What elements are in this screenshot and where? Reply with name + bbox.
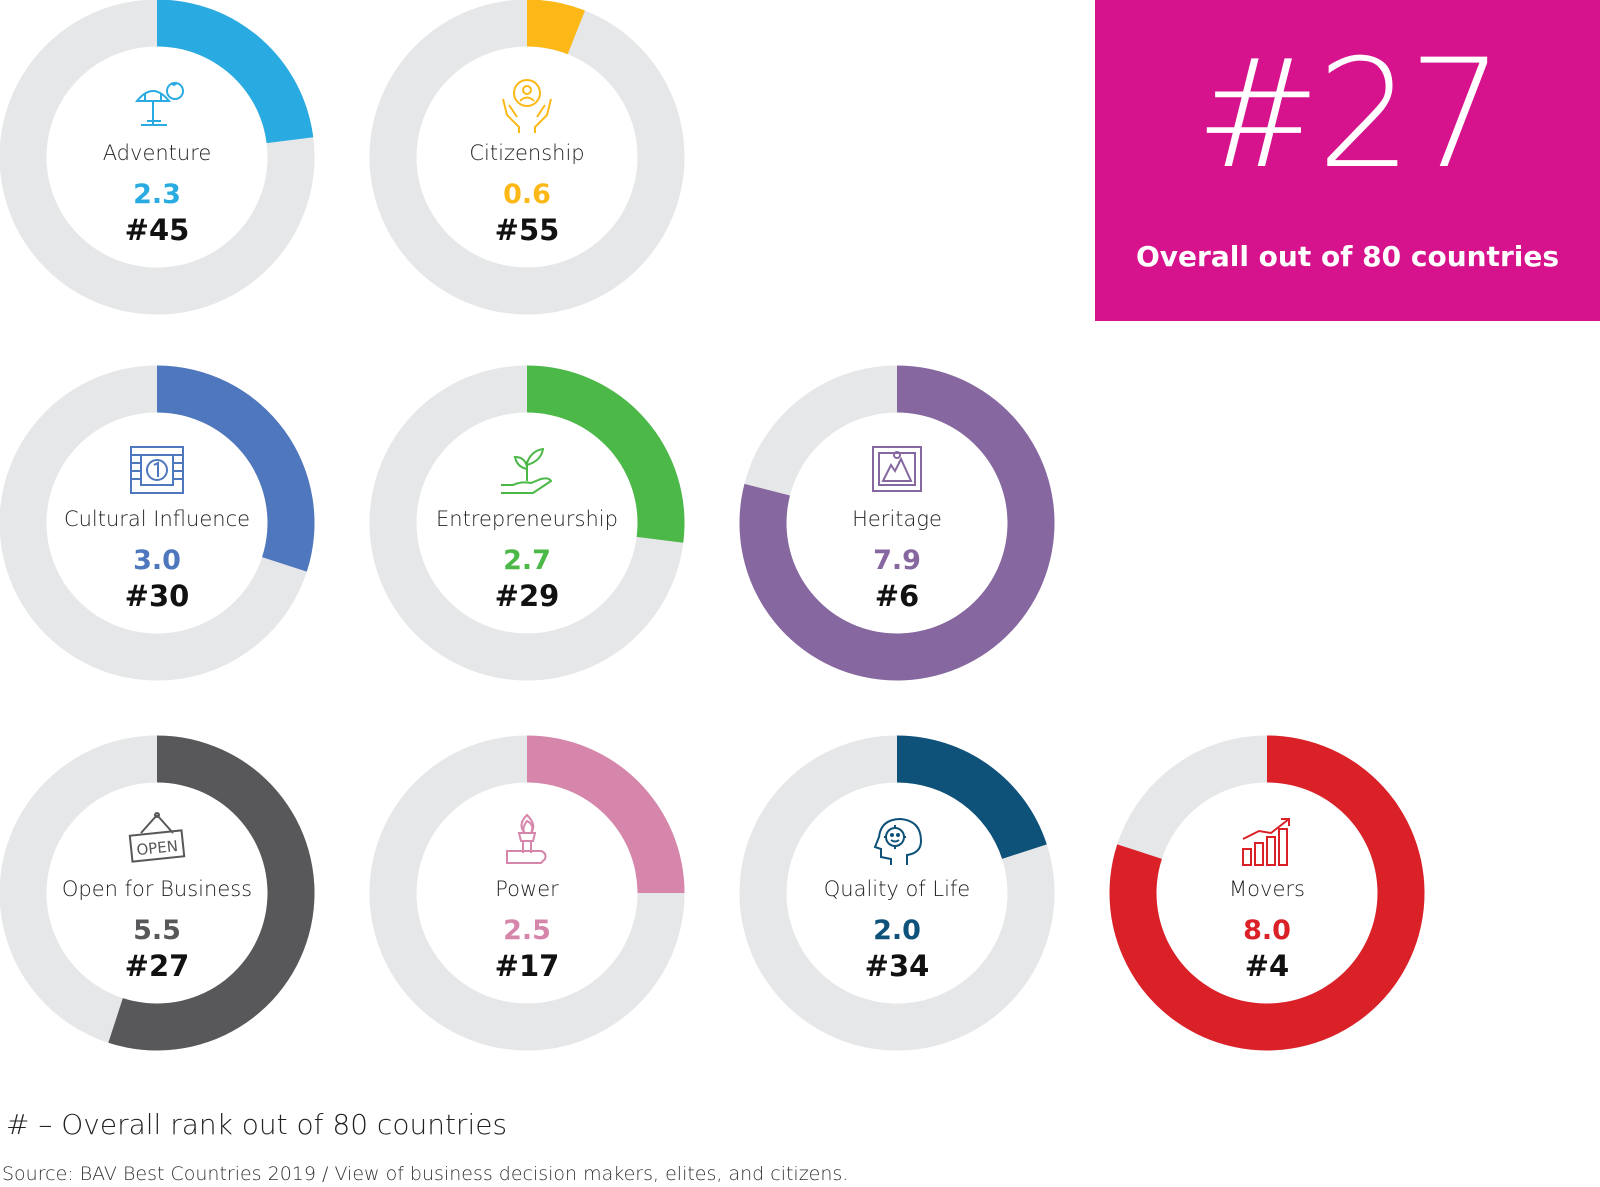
quality-of-life-label: Quality of Life — [823, 877, 971, 901]
torch-hand-icon — [506, 813, 547, 864]
cultural-influence-label: Cultural Influence — [63, 507, 251, 531]
power-score: 2.5 — [503, 915, 551, 946]
open-for-business-donut-arc — [108, 735, 315, 1051]
cultural-influence-score: 3.0 — [133, 545, 181, 576]
entrepreneurship-donut-arc — [527, 365, 685, 543]
overall-rank-value: #27 — [1195, 28, 1504, 202]
movers-score: 8.0 — [1243, 915, 1291, 946]
quality-of-life-donut-arc — [897, 735, 1047, 859]
adventure-score: 2.3 — [133, 179, 181, 210]
heritage-label: Heritage — [852, 507, 942, 531]
hands-person-icon — [502, 79, 552, 133]
open-for-business-label: Open for Business — [61, 877, 253, 901]
rising-bar-chart-icon — [1242, 818, 1290, 866]
monument-frame-icon — [872, 446, 922, 492]
power-rank: #17 — [494, 949, 560, 983]
entrepreneurship-score: 2.7 — [503, 545, 551, 576]
movers-label: Movers — [1229, 877, 1305, 901]
adventure-rank: #45 — [124, 213, 190, 247]
citizenship-rank: #55 — [494, 213, 560, 247]
citizenship-label: Citizenship — [469, 141, 585, 165]
movers-donut-arc — [1109, 735, 1425, 1051]
overall-rank-box: #27 Overall out of 80 countries — [1095, 0, 1600, 321]
hand-sprout-icon — [501, 447, 553, 494]
cultural-influence-donut-arc — [157, 365, 315, 572]
overall-rank-label: Overall out of 80 countries — [1135, 240, 1560, 273]
entrepreneurship-label: Entrepreneurship — [436, 507, 618, 531]
footnote: # – Overall rank out of 80 countries — [6, 1108, 508, 1141]
movers-rank: #4 — [1244, 949, 1290, 983]
entrepreneurship-rank: #29 — [494, 579, 560, 613]
adventure-label: Adventure — [102, 141, 212, 165]
heritage-donut-arc — [739, 365, 1055, 681]
heritage-rank: #6 — [874, 579, 920, 613]
power-donut-arc — [527, 735, 685, 893]
citizenship-donut-arc — [527, 0, 585, 55]
adventure-donut-arc — [157, 0, 314, 144]
cultural-influence-rank: #30 — [124, 579, 190, 613]
citizenship-score: 0.6 — [503, 179, 551, 210]
power-label: Power — [495, 877, 559, 901]
source-note: Source: BAV Best Countries 2019 / View o… — [2, 1163, 849, 1185]
open-sign-icon: OPEN — [128, 812, 186, 863]
heritage-score: 7.9 — [873, 545, 921, 576]
film-frame-icon — [130, 446, 184, 494]
beach-umbrella-icon — [134, 82, 184, 126]
quality-of-life-score: 2.0 — [873, 915, 921, 946]
smiling-head-icon — [873, 817, 923, 865]
open-for-business-rank: #27 — [124, 949, 190, 983]
svg-text:OPEN: OPEN — [136, 837, 179, 859]
quality-of-life-rank: #34 — [864, 949, 930, 983]
open-for-business-score: 5.5 — [133, 915, 181, 946]
